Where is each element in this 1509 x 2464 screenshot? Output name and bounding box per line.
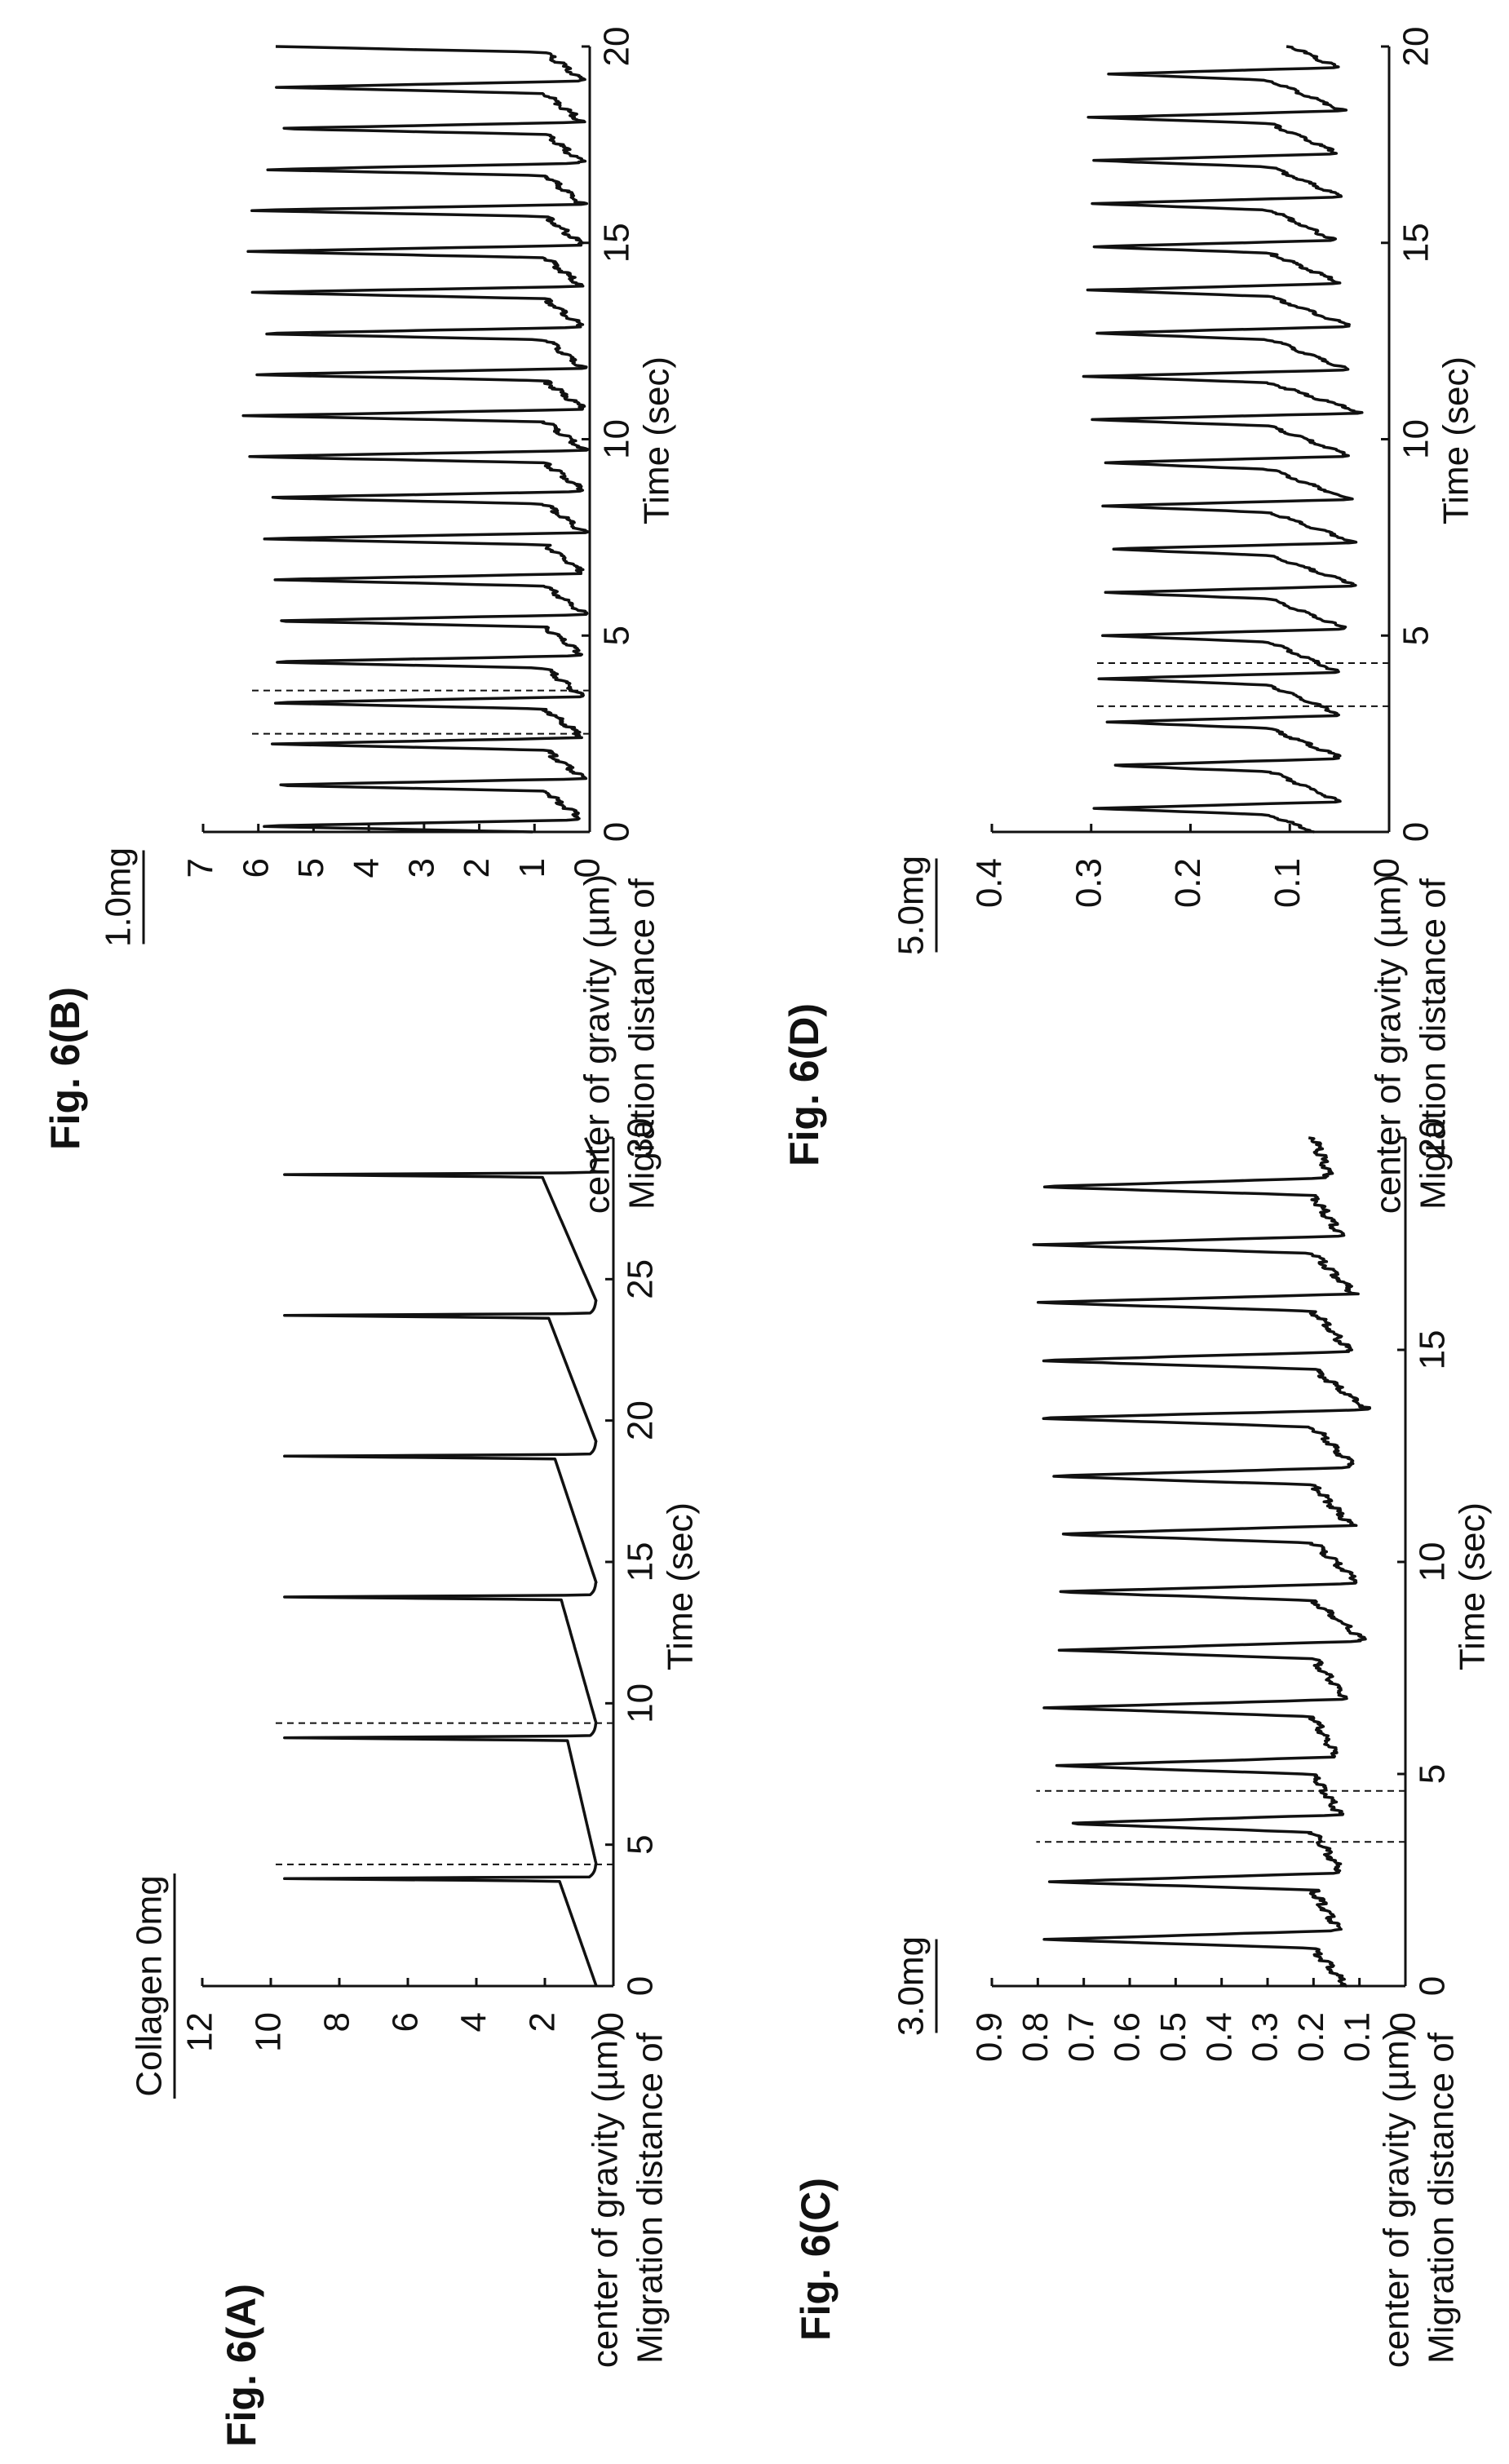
x-tick-label: 0 (597, 822, 637, 842)
condition-label: 1.0mg (99, 847, 139, 947)
x-tick-label: 20 (597, 27, 637, 67)
y-tick-label: 0 (568, 858, 608, 878)
y-tick-label: 1 (512, 858, 552, 878)
y-tick-label: 8 (317, 2012, 357, 2032)
x-tick-label: 0 (1413, 1976, 1453, 1996)
y-tick-label: 7 (181, 858, 221, 878)
y-tick-label: 0 (1367, 858, 1407, 878)
x-tick-label: 5 (621, 1834, 661, 1854)
y-tick-label: 4 (454, 2012, 494, 2032)
y-tick-label: 0.3 (1069, 858, 1109, 908)
y-tick-label: 0.2 (1168, 858, 1208, 908)
x-tick-label: 30 (621, 1118, 661, 1158)
x-tick-label: 5 (1396, 626, 1436, 645)
y-tick-label: 0.8 (1016, 2012, 1055, 2062)
y-tick-label: 0 (591, 2012, 631, 2032)
figure-label: Fig. 6(D) (781, 1003, 827, 1166)
y-axis-label-line2: center of gravity (µm) (577, 874, 617, 1214)
y-tick-label: 0.1 (1268, 858, 1308, 908)
y-tick-label: 0.5 (1153, 2012, 1193, 2062)
x-tick-label: 10 (621, 1683, 661, 1723)
x-tick-label: 20 (1413, 1118, 1453, 1158)
x-tick-label: 15 (621, 1542, 661, 1582)
x-tick-label: 0 (621, 1976, 661, 1996)
y-tick-label: 0.7 (1061, 2012, 1101, 2062)
condition-label: Collagen 0mg (130, 1875, 170, 2097)
x-tick-label: 20 (621, 1400, 661, 1440)
condition-label: 5.0mg (892, 856, 932, 955)
y-tick-label: 0.9 (970, 2012, 1010, 2062)
figure-label: Fig. 6(A) (219, 2284, 264, 2447)
figure-label: Fig. 6(C) (793, 2178, 839, 2341)
x-tick-label: 5 (597, 626, 637, 645)
y-tick-label: 6 (386, 2012, 426, 2032)
x-tick-label: 10 (1413, 1542, 1453, 1582)
x-tick-label: 15 (1396, 223, 1436, 263)
y-tick-label: 0.3 (1246, 2012, 1286, 2062)
y-tick-label: 0.6 (1108, 2012, 1148, 2062)
y-axis-label-line2: center of gravity (µm) (1369, 874, 1409, 1214)
x-axis-label: Time (sec) (637, 356, 677, 524)
y-tick-label: 5 (291, 858, 331, 878)
x-tick-label: 25 (621, 1259, 661, 1299)
y-tick-label: 2 (523, 2012, 563, 2032)
chart-panel-c: 0 5 10 15 20 0 0.10.20.30.40.50.60.70.80.9 Time… (793, 1118, 1492, 2369)
condition-label: 3.0mg (892, 1936, 932, 2036)
y-axis-label-line2: center of gravity (µm) (1377, 2028, 1417, 2369)
y-tick-label: 12 (180, 2012, 220, 2052)
x-axis-label: Time (sec) (1453, 1502, 1493, 1670)
x-tick-label: 15 (1413, 1330, 1453, 1370)
y-axis-label-line1: Migration distance of (631, 2032, 670, 2364)
x-tick-label: 10 (597, 419, 637, 459)
y-tick-label: 3 (401, 858, 441, 878)
y-tick-label: 0.2 (1291, 2012, 1331, 2062)
figure-label: Fig. 6(B) (42, 987, 88, 1150)
y-tick-label: 10 (249, 2012, 289, 2052)
x-axis-label: Time (sec) (661, 1502, 701, 1670)
data-line-series (1032, 1136, 1372, 1988)
y-tick-label: 0.4 (1199, 2012, 1239, 2062)
data-line-series (1082, 45, 1364, 834)
y-tick-label: 0.1 (1337, 2012, 1377, 2062)
data-line-series (283, 1136, 598, 1988)
y-tick-label: 0 (1383, 2012, 1423, 2032)
y-axis-label-line1: Migration distance of (622, 878, 662, 1210)
y-tick-label: 4 (347, 858, 387, 878)
x-axis-label: Time (sec) (1436, 356, 1476, 524)
y-axis-label-line1: Migration distance of (1422, 2032, 1462, 2364)
chart-panel-d: 0 5 10 15 20 0 0.1 0.2 0.3 0.4 Time (sec) Migration… (781, 27, 1476, 1214)
y-tick-label: 0.4 (970, 858, 1010, 908)
y-tick-label: 2 (457, 858, 497, 878)
x-tick-label: 10 (1396, 419, 1436, 459)
x-tick-label: 0 (1396, 822, 1436, 842)
y-tick-label: 6 (236, 858, 276, 878)
x-tick-label: 20 (1396, 27, 1436, 67)
x-tick-label: 5 (1413, 1764, 1453, 1784)
y-axis-label-line1: Migration distance of (1414, 878, 1454, 1210)
data-line-series (241, 45, 590, 834)
y-axis-label-line2: center of gravity (µm) (586, 2028, 626, 2369)
chart-panel-a: 0 5 10 15 20 25 30 0 2 4 6 8 10 12 Time (sec) Migration… (130, 1118, 701, 2447)
x-tick-label: 15 (597, 223, 637, 263)
